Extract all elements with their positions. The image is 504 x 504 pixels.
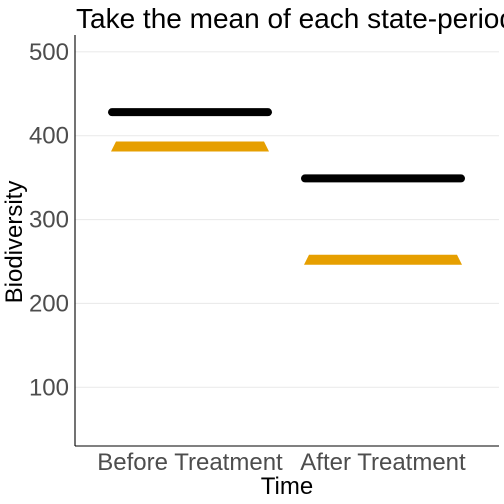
- y-tick-label: 200: [29, 290, 69, 317]
- chart-title: Take the mean of each state-period: [76, 3, 504, 34]
- mean-segment-orange: [111, 141, 269, 152]
- mean-segment-orange: [304, 254, 462, 265]
- x-tick-label: Before Treatment: [97, 449, 283, 476]
- x-tick-label: After Treatment: [300, 449, 466, 476]
- y-tick-label: 500: [29, 39, 69, 66]
- y-tick-labels: 100 200 300 400 500: [29, 39, 69, 402]
- y-axis-title: Biodiversity: [1, 181, 28, 304]
- data-layer: [108, 108, 465, 265]
- gridlines: [75, 51, 499, 388]
- y-tick-label: 300: [29, 207, 69, 234]
- x-axis-title: Time: [261, 473, 313, 500]
- y-tick-label: 400: [29, 123, 69, 150]
- x-tick-labels: Before Treatment After Treatment: [97, 449, 466, 476]
- y-tick-label: 100: [29, 374, 69, 401]
